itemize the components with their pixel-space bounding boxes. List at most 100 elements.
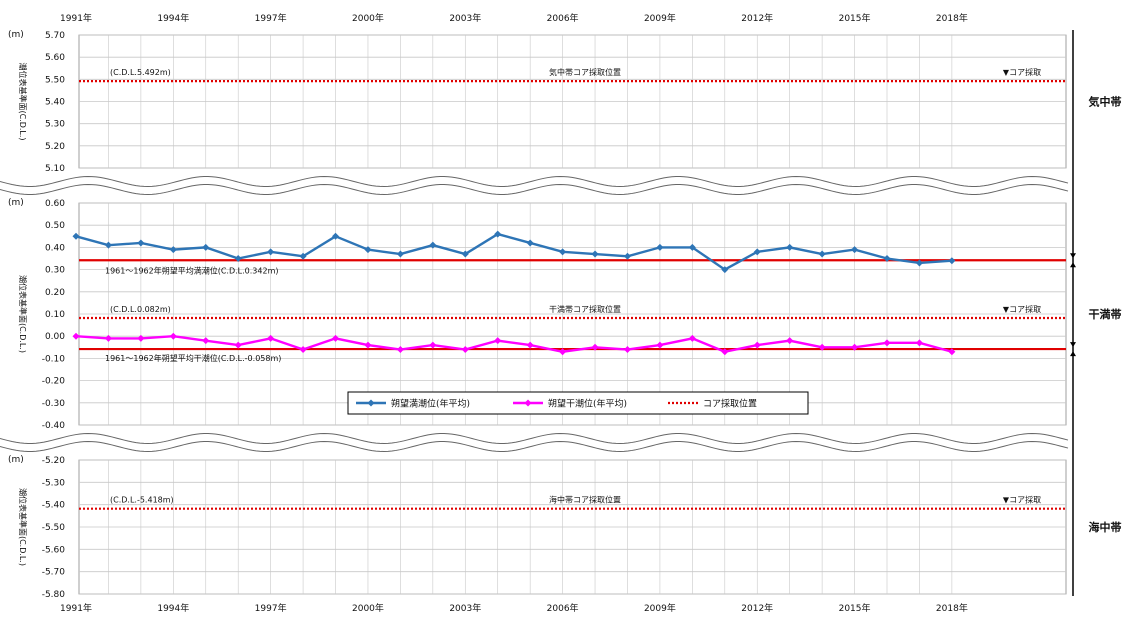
high-tide-point [591,250,599,258]
low-tide-point [818,343,826,351]
low-tide-point [396,346,404,354]
high-tide-point [818,250,826,258]
low-tide-point [267,334,275,342]
high-tide-point [202,243,210,251]
legend-label: 朔望満潮位(年平均) [391,398,470,410]
high-tide-point [169,246,177,254]
mean-high-water-text: 1961～1962年朔望平均満潮位(C.D.L.0.342m) [105,265,279,275]
range-marker-up-icon [1070,262,1076,268]
core-value-text: (C.D.L.-5.418m) [110,496,174,505]
high-tide-point [396,250,404,258]
high-tide-point [851,246,859,254]
x-tick-label-bottom: 1997年 [255,602,287,614]
low-tide-point [202,337,210,345]
x-tick-label-bottom: 2015年 [839,602,871,614]
low-tide-point [559,348,567,356]
low-tide-point [526,341,534,349]
x-tick-label-bottom: 2003年 [449,602,481,614]
range-marker-up-icon [1070,351,1076,357]
axis-break-wave [0,433,1069,444]
y-tick-label: 5.70 [45,31,65,41]
y-tick-label: 5.40 [45,98,65,108]
axis-break-wave [0,184,1069,195]
low-tide-point [332,334,340,342]
core-marker-text: ▼コア採取 [1003,495,1041,505]
low-tide-point [234,341,242,349]
y-tick-label: -5.30 [42,478,66,488]
y-tick-label: -5.40 [42,501,66,511]
high-tide-point [72,232,80,240]
x-tick-label-bottom: 2000年 [352,602,384,614]
high-tide-point [461,250,469,258]
low-tide-point [364,341,372,349]
unit-label: (m) [8,198,24,208]
y-tick-label: -5.70 [42,568,66,578]
core-position-text: 干満帯コア採取位置 [549,304,621,314]
legend-label: コア採取位置 [703,398,757,410]
low-tide-point [753,341,761,349]
x-tick-label-top: 1997年 [255,12,287,24]
high-tide-point [559,248,567,256]
high-tide-point [364,246,372,254]
high-tide-point [137,239,145,247]
x-tick-label-top: 2003年 [449,12,481,24]
core-marker-text: ▼コア採取 [1003,304,1041,314]
low-tide-point [429,341,437,349]
mean-low-water-text: 1961～1962年朔望平均干潮位(C.D.L.-0.058m) [105,353,281,363]
y-tick-label: 0.50 [45,221,65,231]
low-tide-point [137,334,145,342]
x-tick-label-bottom: 1994年 [157,602,189,614]
high-tide-point [494,230,502,238]
x-tick-label-bottom: 2012年 [741,602,773,614]
axis-break-band [0,433,1072,452]
low-tide-point [169,332,177,340]
y-tick-label: -5.50 [42,523,66,533]
axis-break-band [0,176,1072,195]
low-tide-point [494,337,502,345]
low-tide-point [883,339,891,347]
y-tick-label: 5.50 [45,75,65,85]
low-tide-point [461,346,469,354]
low-tide-point [786,337,794,345]
y-tick-label: -5.60 [42,545,66,555]
core-value-text: (C.D.L.5.492m) [110,68,171,77]
y-tick-label: 0.10 [45,310,65,320]
x-tick-label-top: 2000年 [352,12,384,24]
low-tide-point [948,348,956,356]
high-tide-point [688,243,696,251]
high-tide-point [786,243,794,251]
low-tide-point [72,332,80,340]
y-axis-label: 潮位表基準面(C.D.L.) [18,62,28,140]
legend-box [347,391,809,415]
legend-label: 朔望干潮位(年平均) [548,398,627,410]
unit-label: (m) [8,30,24,40]
high-tide-point [623,252,631,260]
core-position-text: 海中帯コア採取位置 [549,495,621,505]
x-tick-label-bottom: 2009年 [644,602,676,614]
y-tick-label: 5.30 [45,120,65,130]
axis-break-wave [0,441,1069,452]
y-tick-label: -0.40 [42,421,66,431]
x-tick-label-top: 2018年 [936,12,968,24]
low-tide-point [851,343,859,351]
y-tick-label: 0.40 [45,243,65,253]
high-tide-point [883,255,891,262]
x-tick-label-bottom: 1991年 [60,602,92,614]
high-tide-point [104,241,112,249]
low-tide-point [623,346,631,354]
zone-label: 気中帯 [1089,95,1122,109]
unit-label: (m) [8,455,24,465]
y-tick-label: -5.80 [42,590,66,600]
low-tide-series-line [75,334,953,353]
x-tick-label-bottom: 2006年 [547,602,579,614]
core-position-text: 気中帯コア採取位置 [549,67,621,77]
high-tide-point [429,241,437,249]
zone-label: 干満帯 [1089,307,1122,321]
x-tick-label-top: 2015年 [839,12,871,24]
high-tide-point [721,266,729,274]
y-axis-label: 潮位表基準面(C.D.L.) [18,275,28,353]
y-tick-label: 5.10 [45,164,65,174]
high-tide-point [948,257,956,265]
y-tick-label: -0.20 [42,377,66,387]
